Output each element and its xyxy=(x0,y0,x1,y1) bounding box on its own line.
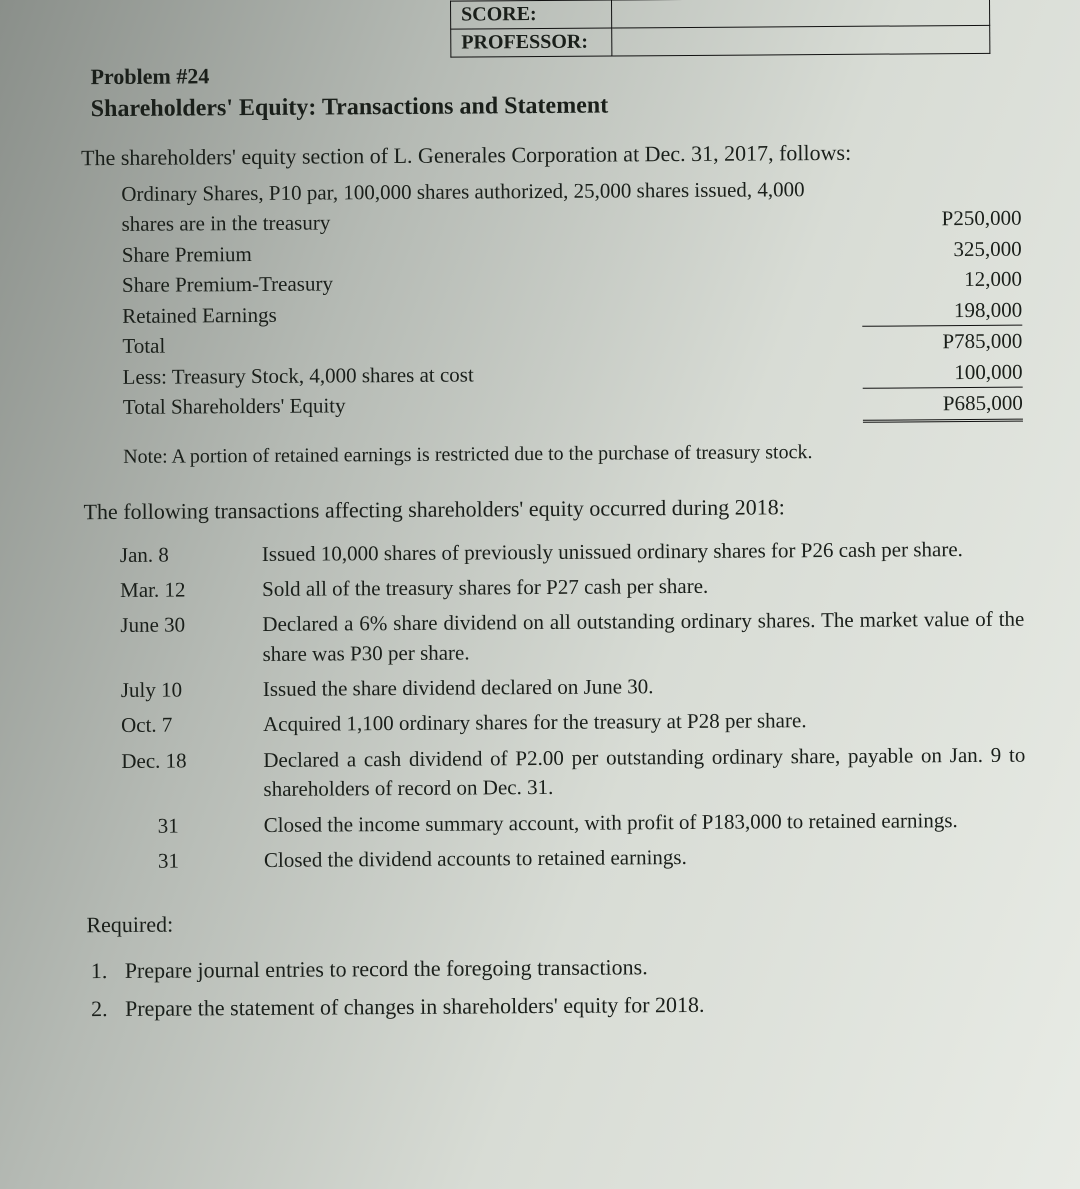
equity-row-value: P250,000 xyxy=(861,203,1021,235)
trans-date: 31 xyxy=(116,846,236,876)
equity-row-value: P785,000 xyxy=(862,325,1022,358)
equity-row-label: Total xyxy=(122,326,832,361)
header-box: SCORE: PROFESSOR: xyxy=(450,0,990,58)
trans-date: Oct. 7 xyxy=(115,711,235,741)
trans-text: Sold all of the treasury shares for P27 … xyxy=(262,570,1024,605)
trans-text: Acquired 1,100 ordinary shares for the t… xyxy=(263,705,1025,740)
trans-date: Dec. 18 xyxy=(115,746,235,806)
equity-row-label: Ordinary Shares, P10 par, 100,000 shares… xyxy=(121,174,831,240)
required-item: 2.Prepare the statement of changes in sh… xyxy=(91,983,1027,1027)
required-text: Prepare journal entries to record the fo… xyxy=(125,955,648,984)
required-text: Prepare the statement of changes in shar… xyxy=(125,992,705,1021)
equity-row-label: Share Premium-Treasury xyxy=(122,265,832,300)
equity-note: Note: A portion of retained earnings is … xyxy=(123,439,1023,468)
required-item: 1.Prepare journal entries to record the … xyxy=(91,946,1027,990)
equity-row-value: 100,000 xyxy=(863,356,1023,388)
equity-row-label: Share Premium xyxy=(122,235,832,270)
trans-text: Declared a 6% share dividend on all outs… xyxy=(262,605,1024,669)
equity-row-value: 198,000 xyxy=(862,294,1022,326)
required-list: 1.Prepare journal entries to record the … xyxy=(91,946,1027,1027)
professor-value xyxy=(612,25,990,56)
trans-date: Mar. 12 xyxy=(114,575,234,605)
trans-date: 31 xyxy=(116,811,236,841)
score-label: SCORE: xyxy=(451,0,612,29)
equity-row-label: Retained Earnings xyxy=(122,296,832,331)
score-value xyxy=(612,0,990,28)
trans-date: June 30 xyxy=(114,610,234,670)
trans-date: July 10 xyxy=(115,675,235,705)
trans-text: Declared a cash dividend of P2.00 per ou… xyxy=(263,740,1025,804)
equity-row-value: 325,000 xyxy=(862,234,1022,266)
trans-text: Issued the share dividend declared on Ju… xyxy=(263,670,1025,705)
equity-row-value: P685,000 xyxy=(863,387,1023,423)
trans-text: Closed the dividend accounts to retained… xyxy=(264,841,1026,876)
professor-label: PROFESSOR: xyxy=(451,28,612,57)
equity-section: Ordinary Shares, P10 par, 100,000 shares… xyxy=(121,173,1023,428)
trans-text: Closed the income summary account, with … xyxy=(264,805,1026,840)
trans-date: Jan. 8 xyxy=(114,540,234,570)
transactions-table: Jan. 8 Issued 10,000 shares of previousl… xyxy=(114,534,1026,876)
equity-row-value: 12,000 xyxy=(862,264,1022,296)
required-label: Required: xyxy=(86,906,1026,939)
problem-title: Shareholders' Equity: Transactions and S… xyxy=(91,90,1021,123)
equity-intro: The shareholders' equity section of L. G… xyxy=(81,139,1021,172)
equity-row-label: Less: Treasury Stock, 4,000 shares at co… xyxy=(123,357,833,392)
problem-number: Problem #24 xyxy=(90,58,1020,90)
transactions-intro: The following transactions affecting sha… xyxy=(83,492,1023,525)
equity-row-label: Total Shareholders' Equity xyxy=(123,387,833,422)
trans-text: Issued 10,000 shares of previously uniss… xyxy=(262,534,1024,569)
